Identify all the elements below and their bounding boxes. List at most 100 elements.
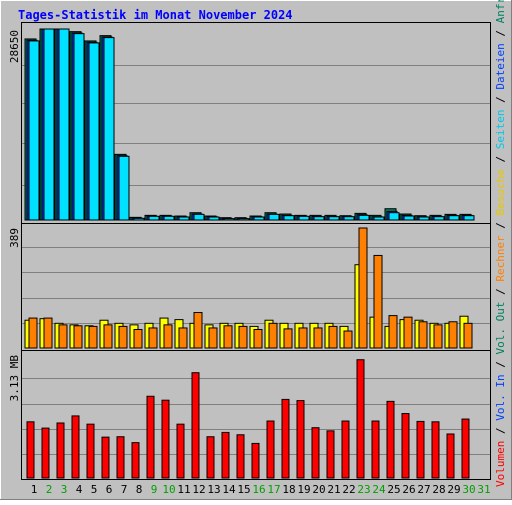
x-tick-label: 21 [327, 483, 340, 496]
bar-volumen [101, 436, 110, 479]
legend-separator: / [494, 288, 507, 301]
bar-rechner [358, 227, 368, 349]
bar-rechner [88, 325, 98, 349]
legend-item: Vol. In [494, 374, 507, 427]
bar-volumen [86, 423, 95, 479]
bar-seiten [358, 214, 370, 221]
legend-separator: / [494, 222, 507, 235]
x-tick-label: 28 [432, 483, 445, 496]
bar-rechner [298, 327, 308, 349]
legend-item: Volumen [494, 441, 507, 487]
bar-volumen [26, 421, 35, 479]
bar-seiten [223, 218, 235, 221]
bar-rechner [58, 324, 68, 349]
bar-seiten [283, 215, 295, 221]
bar-seiten [328, 216, 340, 221]
bar-rechner [223, 325, 233, 349]
bar-volumen [281, 398, 290, 479]
x-tick-label: 24 [372, 483, 386, 496]
bar-seiten [253, 216, 265, 221]
y-axis-max-label: 389 [8, 228, 21, 248]
bar-seiten [163, 215, 175, 221]
bar-volumen [41, 427, 50, 479]
bars [24, 28, 475, 479]
x-tick-label: 13 [207, 483, 220, 496]
x-tick-label: 9 [151, 483, 158, 496]
x-tick-label: 5 [91, 483, 98, 496]
bar-rechner [163, 324, 173, 349]
plot-area-frame [21, 22, 491, 480]
x-tick-label: 30 [462, 483, 475, 496]
bar-seiten [58, 28, 70, 221]
bar-seiten [343, 216, 355, 221]
bar-seiten [373, 216, 385, 221]
bar-seiten [133, 217, 145, 221]
bar-volumen [401, 413, 410, 479]
bar-volumen [386, 400, 395, 479]
bar-seiten [208, 216, 220, 221]
bar-rechner [433, 324, 443, 349]
legend-separator: / [494, 96, 507, 109]
bar-volumen [71, 415, 80, 479]
bar-seiten [148, 215, 160, 221]
bar-rechner [328, 325, 338, 349]
bar-rechner [418, 321, 428, 349]
bar-seiten [28, 40, 40, 221]
bar-volumen [191, 372, 200, 479]
bar-rechner [133, 328, 143, 349]
bar-seiten [418, 216, 430, 221]
bar-volumen [431, 421, 440, 479]
x-tick-label: 10 [162, 483, 175, 496]
x-tick-label: 14 [222, 483, 236, 496]
legend-text: Volumen / Vol. In / Vol. Out / Rechner /… [494, 0, 507, 487]
bar-seiten [73, 33, 85, 221]
bar-seiten [388, 212, 400, 221]
bar-seiten [268, 213, 280, 221]
bar-volumen [296, 400, 305, 479]
bar-volumen [356, 359, 365, 479]
y-axis-max-label: 3.13 MB [8, 355, 21, 402]
legend-item: Seiten [494, 109, 507, 155]
chart-title: Tages-Statistik im Monat November 2024 [18, 8, 293, 22]
bar-rechner [343, 330, 353, 349]
x-tick-label: 3 [61, 483, 68, 496]
bar-volumen [341, 420, 350, 479]
bar-rechner [43, 317, 53, 349]
x-tick-label: 11 [177, 483, 190, 496]
x-tick-label: 27 [417, 483, 430, 496]
bar-volumen [146, 395, 155, 479]
legend-item: Vol. Out [494, 302, 507, 362]
legend-separator: / [494, 361, 507, 374]
y-axis-max-label: 28650 [8, 30, 21, 63]
bar-rechner [403, 316, 413, 349]
bar-volumen [206, 436, 215, 479]
x-tick-label: 25 [387, 483, 400, 496]
bar-volumen [266, 420, 275, 479]
bar-volumen [161, 399, 170, 479]
x-tick-label: 8 [136, 483, 143, 496]
bar-rechner [463, 322, 473, 349]
bar-seiten [193, 213, 205, 221]
bar-volumen [416, 420, 425, 479]
bar-rechner [28, 317, 38, 349]
legend-separator: / [494, 156, 507, 169]
bar-seiten [118, 155, 130, 221]
bar-seiten [298, 215, 310, 221]
bar-volumen [461, 418, 470, 479]
bar-volumen [326, 430, 335, 479]
x-tick-label: 29 [447, 483, 460, 496]
x-tick-label: 15 [237, 483, 250, 496]
bar-seiten [433, 216, 445, 221]
bar-rechner [148, 327, 158, 349]
bar-rechner [253, 328, 263, 349]
right-legend: Volumen / Vol. In / Vol. Out / Rechner /… [494, 0, 507, 487]
bar-seiten [403, 215, 415, 221]
bar-volumen [176, 423, 185, 479]
bar-rechner [193, 312, 203, 349]
bar-rechner [118, 325, 128, 349]
bar-seiten [43, 28, 55, 221]
bar-rechner [448, 321, 458, 349]
bar-volumen [446, 433, 455, 479]
legend-separator: / [494, 30, 507, 43]
